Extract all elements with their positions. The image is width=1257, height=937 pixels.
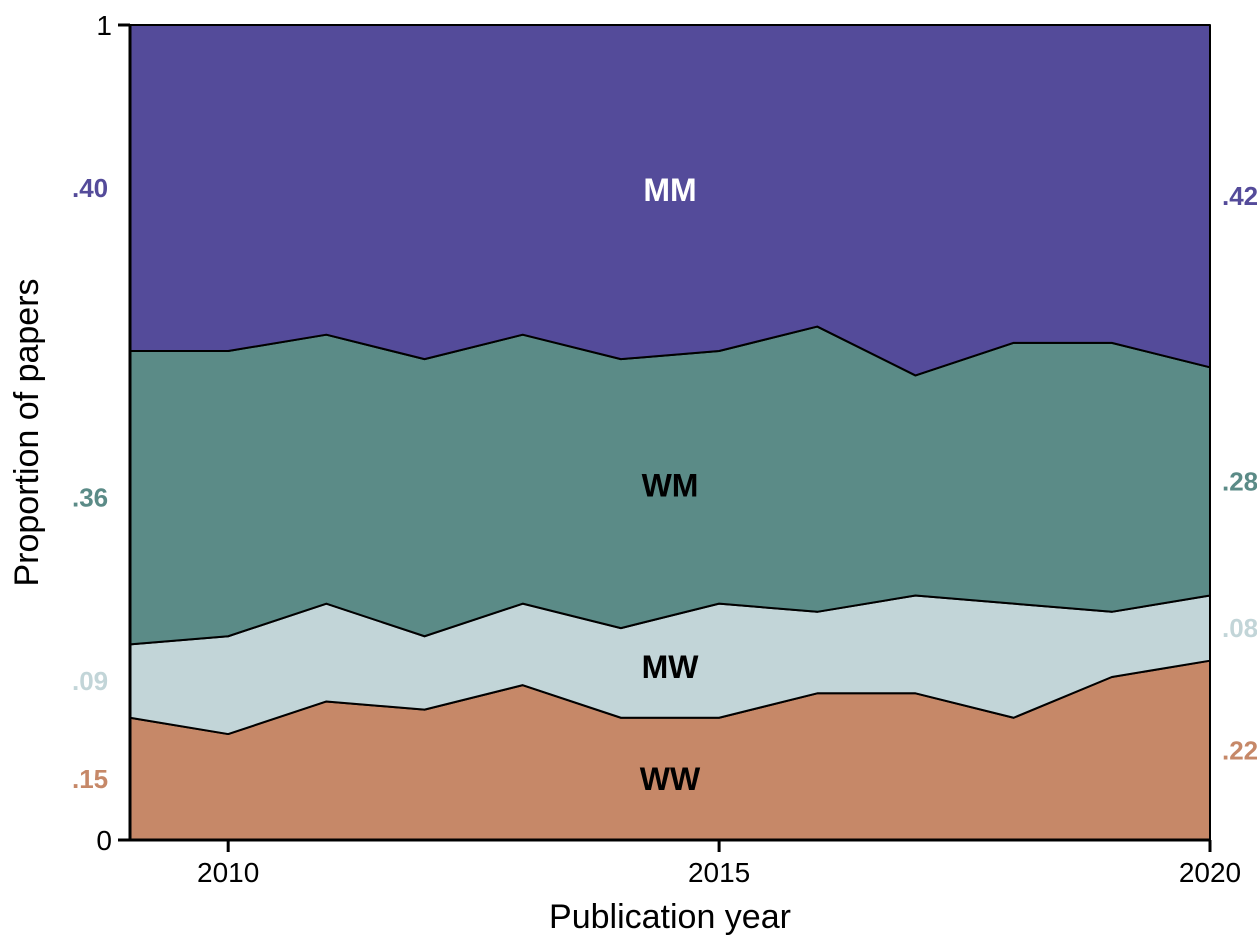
xtick-label: 2015: [688, 857, 750, 888]
xtick-label: 2010: [197, 857, 259, 888]
left-value-WW: .15: [72, 764, 108, 794]
right-value-MM: .42: [1222, 181, 1257, 211]
series-label-WW: WW: [640, 761, 701, 797]
left-value-MW: .09: [72, 666, 108, 696]
series-label-WM: WM: [642, 467, 699, 503]
stacked-area-chart: 2010 2015 2020 0 1 Publication year Proportion…: [0, 0, 1257, 937]
ytick-label: 1: [96, 10, 112, 41]
right-value-WM: .28: [1222, 466, 1257, 496]
ytick-label: 0: [96, 825, 112, 856]
chart-container: 2010 2015 2020 0 1 Publication year Proportion…: [0, 0, 1257, 937]
left-value-WM: .36: [72, 483, 108, 513]
right-value-MW: .08: [1222, 613, 1257, 643]
xtick-label: 2020: [1179, 857, 1241, 888]
y-axis-label: Proportion of papers: [8, 278, 46, 586]
series-label-MW: MW: [642, 649, 700, 685]
series-label-MM: MM: [643, 172, 696, 208]
left-value-MM: .40: [72, 173, 108, 203]
x-axis-label: Publication year: [549, 898, 791, 936]
right-value-WW: .22: [1222, 735, 1257, 765]
